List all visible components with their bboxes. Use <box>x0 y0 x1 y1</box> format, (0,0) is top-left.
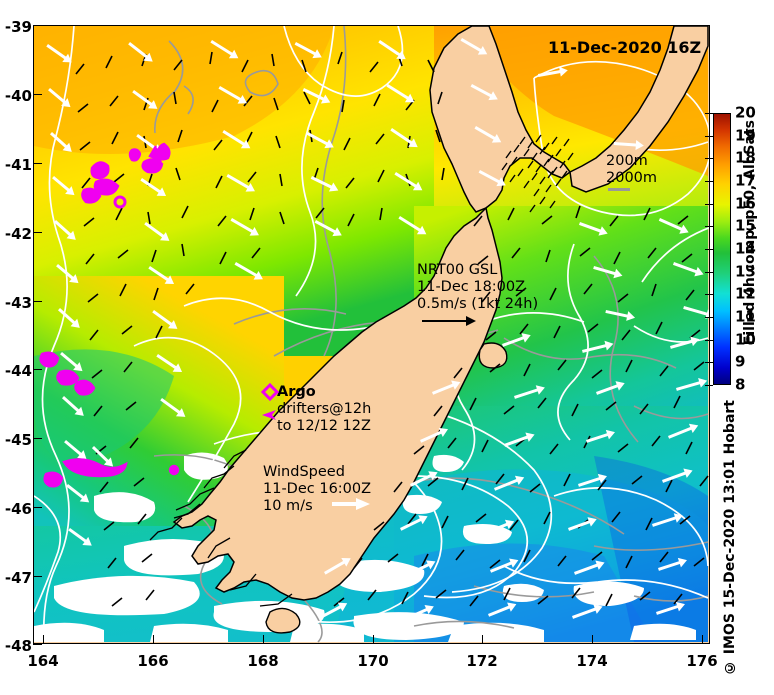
colorbar-tick-label: 9 <box>735 352 746 371</box>
colorbar-tick-label: 12 <box>735 284 756 303</box>
y-tick-label: -44 <box>4 362 32 380</box>
argo-legend-arrow-icon <box>262 410 276 420</box>
sst-colorbar[interactable]: 20 19 18 17 16 15 14 13 12 11 10 9 8 <box>705 105 756 392</box>
bathymetry-annotation: 200m 2000m <box>606 153 657 187</box>
current-annotation-line2: 11-Dec 18:00Z <box>417 279 526 295</box>
current-scale-arrow <box>422 316 476 326</box>
x-tick-label: 166 <box>137 652 169 670</box>
coastline-detail <box>149 449 293 607</box>
argo-annotation-line2: drifters@12h <box>277 401 372 417</box>
surface-current-vectors <box>75 51 709 607</box>
banks-peninsula <box>478 342 508 369</box>
colorbar-tick-label: 8 <box>735 375 746 394</box>
wind-annotation-line2: 11-Dec 16:00Z <box>263 481 372 497</box>
y-tick-label: -43 <box>4 294 32 312</box>
current-annotation: NRT00 GSL 11-Dec 18:00Z 0.5m/s (1kt 24h) <box>417 262 538 313</box>
stewart-island <box>265 607 301 634</box>
y-tick-label: -46 <box>4 500 32 518</box>
x-tick-label: 172 <box>466 652 498 670</box>
wind-annotation-line1: WindSpeed <box>263 464 345 480</box>
colorbar-tick-label: 17 <box>735 171 756 190</box>
colorbar-tick-label: 14 <box>735 239 756 258</box>
bathymetry-label-200m: 200m <box>606 153 648 169</box>
colorbar-gradient <box>713 113 731 385</box>
colorbar-tick-label: 11 <box>735 307 756 326</box>
x-tick-label: 170 <box>357 652 389 670</box>
colorbar-tick-label: 18 <box>735 148 756 167</box>
argo-float-tracks <box>39 142 180 488</box>
colorbar-tick-label: 13 <box>735 262 756 281</box>
argo-annotation-line3: to 12/12 12Z <box>277 418 371 434</box>
x-tick-label: 168 <box>247 652 279 670</box>
bathymetry-label-2000m: 2000m <box>606 170 658 186</box>
credit-text: © IMOS 15-Dec-2020 13:01 Hobart <box>722 400 738 676</box>
argo-legend-diamond-icon <box>260 382 280 402</box>
dense-current-cluster <box>501 134 574 213</box>
x-tick-label: 164 <box>27 652 59 670</box>
x-tick-label: 174 <box>576 652 608 670</box>
colorbar-tick-label: 20 <box>735 103 756 122</box>
y-tick-label: -45 <box>4 431 32 449</box>
colorbar-title: Filled 4h comp, p50, All Sats <box>742 120 758 346</box>
colorbar-tick-label: 10 <box>735 330 756 349</box>
y-tick-label: -48 <box>4 637 32 655</box>
bathymetry-legend-tick <box>608 188 630 191</box>
current-annotation-line1: NRT00 GSL <box>417 262 498 278</box>
y-tick-label: -40 <box>4 87 32 105</box>
current-annotation-line3: 0.5m/s (1kt 24h) <box>417 296 539 312</box>
wind-annotation: WindSpeed 11-Dec 16:00Z 10 m/s <box>263 464 371 515</box>
map-plot-area[interactable]: NRT00 GSL 11-Dec 18:00Z 0.5m/s (1kt 24h)… <box>33 25 710 644</box>
wind-scale-arrow <box>332 498 370 510</box>
wind-annotation-line3: 10 m/s <box>263 498 313 514</box>
colorbar-tick-label: 15 <box>735 216 756 235</box>
x-tick-label: 176 <box>686 652 718 670</box>
y-tick-label: -47 <box>4 569 32 587</box>
y-tick-label: -42 <box>4 225 32 243</box>
wind-vectors <box>46 38 709 621</box>
y-tick-label: -39 <box>4 18 32 36</box>
argo-annotation: Argo drifters@12h to 12/12 12Z <box>277 384 371 435</box>
timestamp-title: 11-Dec-2020 16Z <box>548 38 702 57</box>
colorbar-tick-label: 19 <box>735 126 756 145</box>
y-tick-label: -41 <box>4 156 32 174</box>
colorbar-tick-label: 16 <box>735 194 756 213</box>
sst-raster-layer <box>34 26 709 643</box>
new-zealand-landmass <box>172 26 709 601</box>
argo-annotation-line1: Argo <box>277 384 316 400</box>
